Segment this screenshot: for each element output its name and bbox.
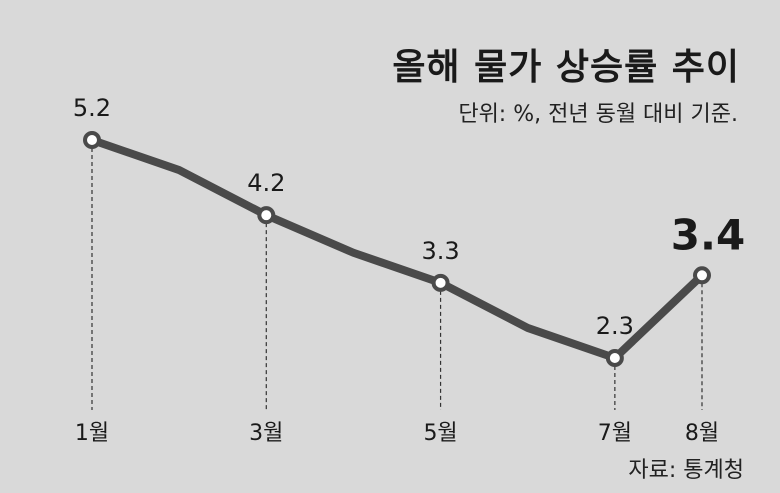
data-point-marker: [605, 349, 624, 367]
x-tick-label: 5월: [423, 421, 457, 446]
data-label-highlight: 3.4: [671, 210, 745, 259]
data-point-marker: [83, 131, 101, 149]
x-tick-label: 1월: [75, 421, 109, 446]
data-point-marker: [431, 273, 450, 292]
x-tick-label: 8월: [685, 421, 719, 446]
source-note: 자료: 통계청: [628, 458, 744, 483]
chart-title: 올해 물가 상승률 추이: [392, 47, 740, 88]
chart-subtitle: 단위: %, 전년 동월 대비 기준.: [458, 102, 738, 127]
x-tick-label: 3월: [249, 421, 283, 446]
x-tick-label: 7월: [598, 421, 632, 446]
data-point-marker: [693, 266, 711, 285]
data-point-marker: [257, 206, 276, 225]
data-label: 5.2: [73, 94, 111, 122]
data-label: 4.2: [247, 169, 285, 197]
series-line: [88, 136, 706, 362]
data-label: 2.3: [596, 312, 634, 340]
data-label: 3.3: [421, 237, 459, 265]
